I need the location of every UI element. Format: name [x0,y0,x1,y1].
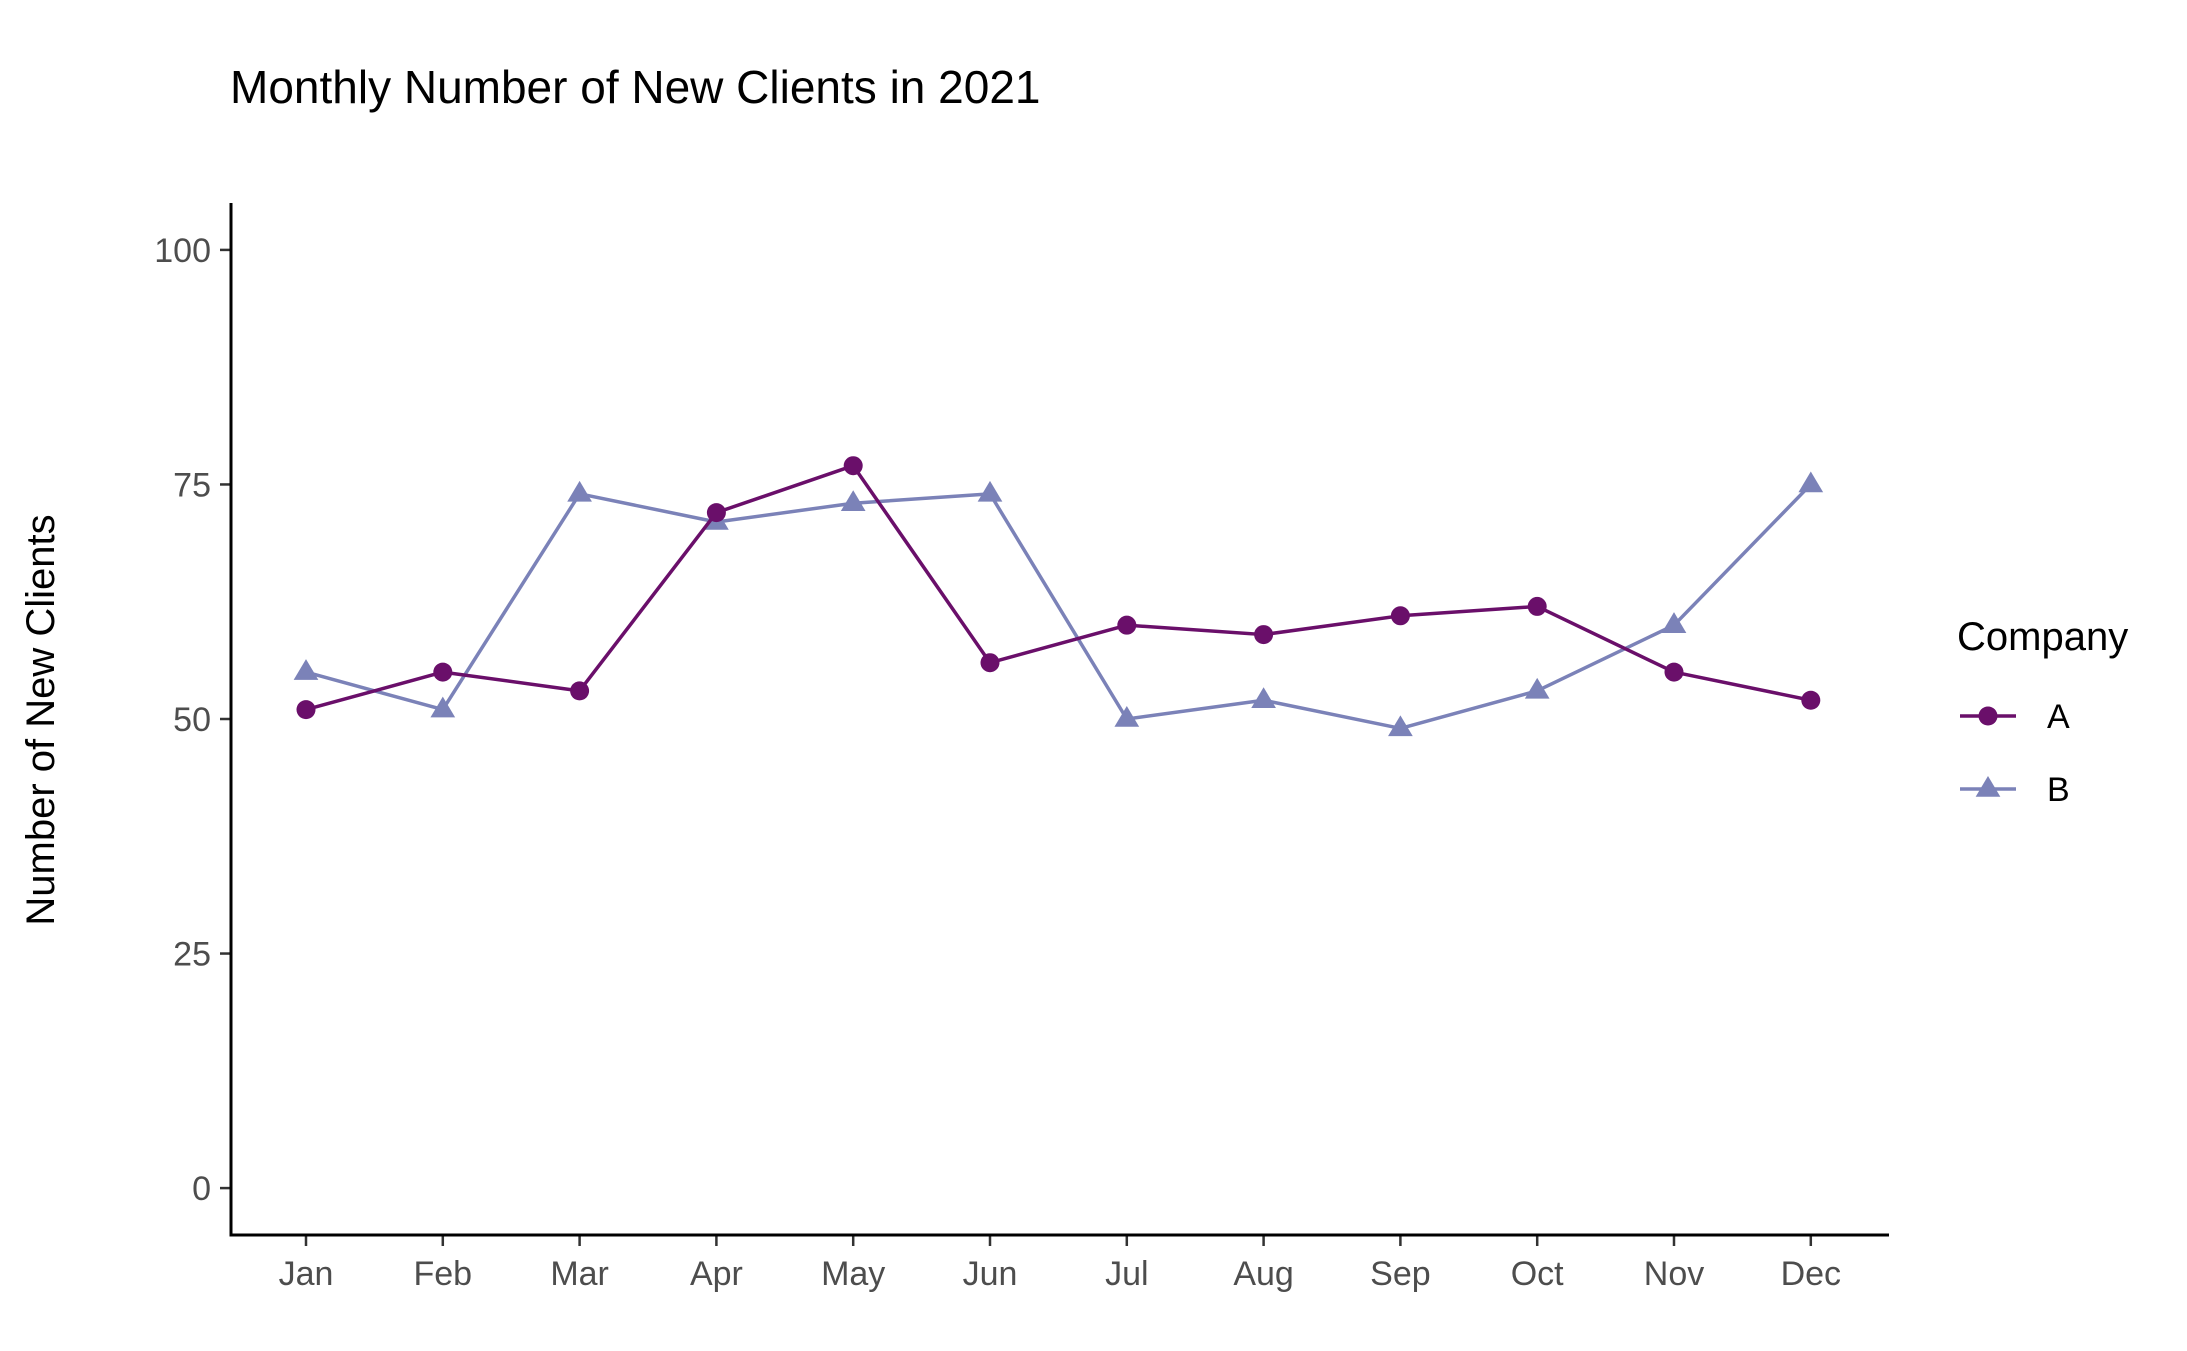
y-tick-label: 25 [173,936,211,974]
legend: Company AB [1957,615,2128,809]
series-A [296,456,1821,720]
data-point-B [430,696,456,718]
legend-title: Company [1957,615,2128,659]
x-tick-label: Nov [1644,1255,1704,1293]
legend-key-marker [1978,706,1998,726]
x-tick-label: May [821,1255,885,1293]
x-tick-label: Jul [1105,1255,1148,1293]
legend-key-marker [1975,776,2001,797]
series-layer [293,456,1824,737]
chart-title: Monthly Number of New Clients in 2021 [230,61,1040,113]
x-tick-label: Oct [1511,1255,1564,1293]
y-tick-label: 0 [192,1170,211,1208]
x-tick-label: Dec [1781,1255,1841,1293]
data-point-A [1664,662,1684,682]
data-point-B [1388,715,1413,737]
data-point-A [706,503,726,523]
data-point-A [296,700,316,720]
data-point-B [567,480,592,502]
data-point-A [1801,690,1821,710]
legend-label: A [2047,698,2070,736]
data-point-A [980,653,1000,673]
y-axis: 0 25 50 75 100 [154,232,231,1208]
legend-label: B [2047,771,2070,809]
series-line-B [305,483,1813,731]
data-point-B [1524,677,1550,699]
x-tick-label: Aug [1233,1255,1294,1293]
data-point-A [1390,606,1410,626]
data-point-A [1254,625,1274,645]
x-tick-label: Feb [414,1255,473,1293]
data-point-B [1251,687,1276,709]
data-point-B [977,480,1003,502]
data-point-A [1527,596,1547,616]
y-tick-label: 100 [154,232,211,270]
series-line-A [305,463,1812,712]
x-tick-label: Jan [279,1255,334,1293]
x-tick-label: Sep [1370,1255,1431,1293]
data-point-A [1117,615,1137,635]
x-tick-label: Apr [690,1255,743,1293]
x-tick-label: Jun [963,1255,1018,1293]
legend-item-B: B [1960,771,2070,809]
y-axis-title: Number of New Clients [19,514,63,925]
x-tick-label: Mar [550,1255,609,1293]
data-point-B [293,659,319,680]
legend-item-A: A [1960,698,2070,736]
data-point-B [840,490,866,512]
data-point-A [570,681,590,701]
data-point-B [1661,612,1687,633]
x-axis: Jan Feb Mar Apr May Jun Jul Aug Sep Oct Nov Dec [279,1235,1841,1293]
series-B [293,471,1824,737]
data-point-B [1798,471,1824,493]
y-tick-label: 75 [173,466,211,504]
data-point-A [843,456,863,476]
data-point-A [433,662,453,682]
y-tick-label: 50 [173,701,211,739]
data-point-B [1114,706,1140,727]
